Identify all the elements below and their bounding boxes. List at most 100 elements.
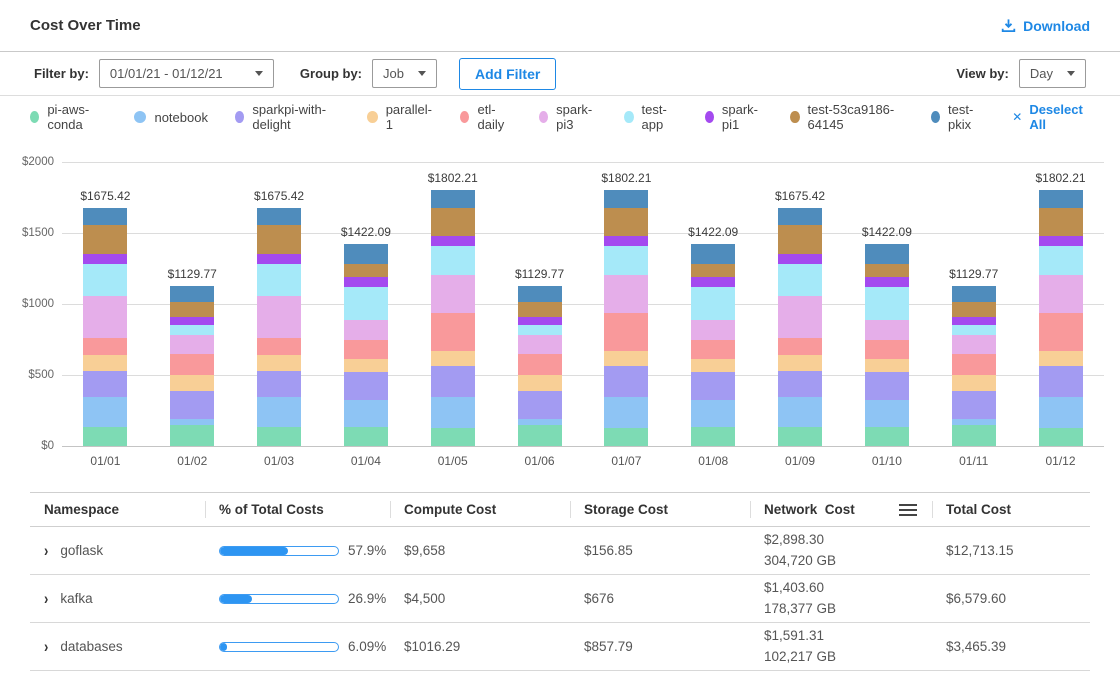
- bar-segment-etl-daily[interactable]: [604, 313, 648, 350]
- column-header-storage-cost[interactable]: Storage Cost: [570, 493, 750, 526]
- bar-segment-parallel-1[interactable]: [778, 355, 822, 372]
- bar-segment-spark-pi1[interactable]: [604, 236, 648, 246]
- bar-segment-test-app[interactable]: [778, 264, 822, 296]
- bar-segment-spark-pi1[interactable]: [1039, 236, 1083, 246]
- bar-segment-test-pkix[interactable]: [170, 286, 214, 302]
- stacked-bar-01/05[interactable]: $1802.21: [431, 190, 475, 446]
- bar-segment-parallel-1[interactable]: [865, 359, 909, 372]
- bar-segment-spark-pi3[interactable]: [431, 275, 475, 313]
- bar-segment-test-pkix[interactable]: [952, 286, 996, 302]
- column-header--of-total-costs[interactable]: % of Total Costs: [205, 493, 390, 526]
- bar-segment-etl-daily[interactable]: [431, 313, 475, 350]
- stacked-bar-01/02[interactable]: $1129.77: [170, 286, 214, 446]
- bar-segment-spark-pi3[interactable]: [257, 296, 301, 338]
- bar-segment-spark-pi1[interactable]: [170, 317, 214, 326]
- stacked-bar-01/03[interactable]: $1675.42: [257, 208, 301, 446]
- stacked-bar-01/06[interactable]: $1129.77: [518, 286, 562, 446]
- namespace-cell-goflask[interactable]: ›goflask: [30, 543, 205, 558]
- stacked-bar-01/09[interactable]: $1675.42: [778, 208, 822, 446]
- bar-segment-test-53ca9186-64145[interactable]: [865, 264, 909, 277]
- bar-segment-sparkpi-with-delight[interactable]: [518, 391, 562, 419]
- bar-segment-spark-pi1[interactable]: [691, 277, 735, 287]
- bar-segment-test-53ca9186-64145[interactable]: [344, 264, 388, 277]
- legend-item-notebook[interactable]: notebook: [134, 110, 208, 125]
- bar-segment-spark-pi3[interactable]: [1039, 275, 1083, 313]
- bar-segment-spark-pi3[interactable]: [518, 335, 562, 355]
- bar-segment-parallel-1[interactable]: [170, 375, 214, 391]
- bar-segment-spark-pi1[interactable]: [257, 254, 301, 264]
- bar-segment-test-53ca9186-64145[interactable]: [952, 302, 996, 316]
- view-by-dropdown[interactable]: Day: [1019, 59, 1086, 88]
- bar-segment-sparkpi-with-delight[interactable]: [257, 371, 301, 397]
- bar-segment-notebook[interactable]: [431, 397, 475, 427]
- column-header-compute-cost[interactable]: Compute Cost: [390, 493, 570, 526]
- bar-segment-spark-pi1[interactable]: [83, 254, 127, 264]
- stacked-bar-01/10[interactable]: $1422.09: [865, 244, 909, 446]
- bar-segment-spark-pi3[interactable]: [691, 320, 735, 340]
- bar-segment-pi-aws-conda[interactable]: [83, 427, 127, 446]
- bar-segment-spark-pi3[interactable]: [865, 320, 909, 340]
- stacked-bar-01/12[interactable]: $1802.21: [1039, 190, 1083, 446]
- bar-segment-sparkpi-with-delight[interactable]: [1039, 366, 1083, 398]
- bar-segment-spark-pi3[interactable]: [778, 296, 822, 338]
- bar-segment-test-53ca9186-64145[interactable]: [518, 302, 562, 316]
- bar-segment-notebook[interactable]: [257, 397, 301, 427]
- bar-segment-spark-pi3[interactable]: [344, 320, 388, 340]
- expand-chevron-icon[interactable]: ›: [44, 589, 48, 608]
- stacked-bar-01/07[interactable]: $1802.21: [604, 190, 648, 446]
- bar-segment-test-53ca9186-64145[interactable]: [431, 208, 475, 236]
- bar-segment-test-pkix[interactable]: [604, 190, 648, 208]
- bar-segment-etl-daily[interactable]: [691, 340, 735, 359]
- bar-segment-sparkpi-with-delight[interactable]: [170, 391, 214, 419]
- bar-segment-spark-pi3[interactable]: [604, 275, 648, 313]
- legend-item-test-app[interactable]: test-app: [624, 102, 677, 132]
- bar-segment-test-app[interactable]: [952, 325, 996, 334]
- bar-segment-spark-pi1[interactable]: [344, 277, 388, 287]
- bar-segment-test-app[interactable]: [604, 246, 648, 275]
- bar-segment-pi-aws-conda[interactable]: [865, 427, 909, 446]
- bar-segment-parallel-1[interactable]: [952, 375, 996, 391]
- bar-segment-sparkpi-with-delight[interactable]: [431, 366, 475, 398]
- bar-segment-sparkpi-with-delight[interactable]: [778, 371, 822, 397]
- bar-segment-parallel-1[interactable]: [691, 359, 735, 372]
- legend-item-parallel-1[interactable]: parallel-1: [367, 102, 433, 132]
- bar-segment-test-pkix[interactable]: [778, 208, 822, 225]
- bar-segment-etl-daily[interactable]: [518, 354, 562, 374]
- column-header-total-cost[interactable]: Total Cost: [932, 493, 1090, 526]
- bar-segment-notebook[interactable]: [865, 400, 909, 427]
- column-header-network-cost[interactable]: Network Cost: [750, 493, 932, 526]
- bar-segment-test-app[interactable]: [170, 325, 214, 334]
- bar-segment-test-53ca9186-64145[interactable]: [1039, 208, 1083, 236]
- column-header-namespace[interactable]: Namespace: [30, 493, 205, 526]
- bar-segment-notebook[interactable]: [83, 397, 127, 427]
- bar-segment-parallel-1[interactable]: [257, 355, 301, 372]
- bar-segment-test-app[interactable]: [865, 287, 909, 320]
- expand-chevron-icon[interactable]: ›: [44, 637, 48, 656]
- bar-segment-test-53ca9186-64145[interactable]: [257, 225, 301, 254]
- bar-segment-spark-pi3[interactable]: [83, 296, 127, 338]
- bar-segment-pi-aws-conda[interactable]: [604, 428, 648, 446]
- bar-segment-parallel-1[interactable]: [344, 359, 388, 372]
- bar-segment-test-pkix[interactable]: [257, 208, 301, 225]
- namespace-cell-databases[interactable]: ›databases: [30, 639, 205, 654]
- bar-segment-spark-pi1[interactable]: [865, 277, 909, 287]
- bar-segment-pi-aws-conda[interactable]: [518, 425, 562, 446]
- bar-segment-etl-daily[interactable]: [952, 354, 996, 374]
- bar-segment-parallel-1[interactable]: [83, 355, 127, 372]
- bar-segment-notebook[interactable]: [1039, 397, 1083, 427]
- bar-segment-pi-aws-conda[interactable]: [344, 427, 388, 446]
- bar-segment-pi-aws-conda[interactable]: [952, 425, 996, 446]
- legend-item-pi-aws-conda[interactable]: pi-aws-conda: [30, 102, 107, 132]
- bar-segment-spark-pi1[interactable]: [952, 317, 996, 326]
- bar-segment-etl-daily[interactable]: [344, 340, 388, 359]
- bar-segment-spark-pi3[interactable]: [952, 335, 996, 355]
- legend-item-spark-pi1[interactable]: spark-pi1: [705, 102, 763, 132]
- bar-segment-etl-daily[interactable]: [257, 338, 301, 355]
- bar-segment-notebook[interactable]: [691, 400, 735, 427]
- bar-segment-pi-aws-conda[interactable]: [431, 428, 475, 446]
- legend-item-spark-pi3[interactable]: spark-pi3: [539, 102, 597, 132]
- bar-segment-spark-pi3[interactable]: [170, 335, 214, 355]
- bar-segment-spark-pi1[interactable]: [518, 317, 562, 326]
- deselect-all-button[interactable]: ✕ Deselect All: [1012, 102, 1090, 132]
- bar-segment-test-pkix[interactable]: [344, 244, 388, 264]
